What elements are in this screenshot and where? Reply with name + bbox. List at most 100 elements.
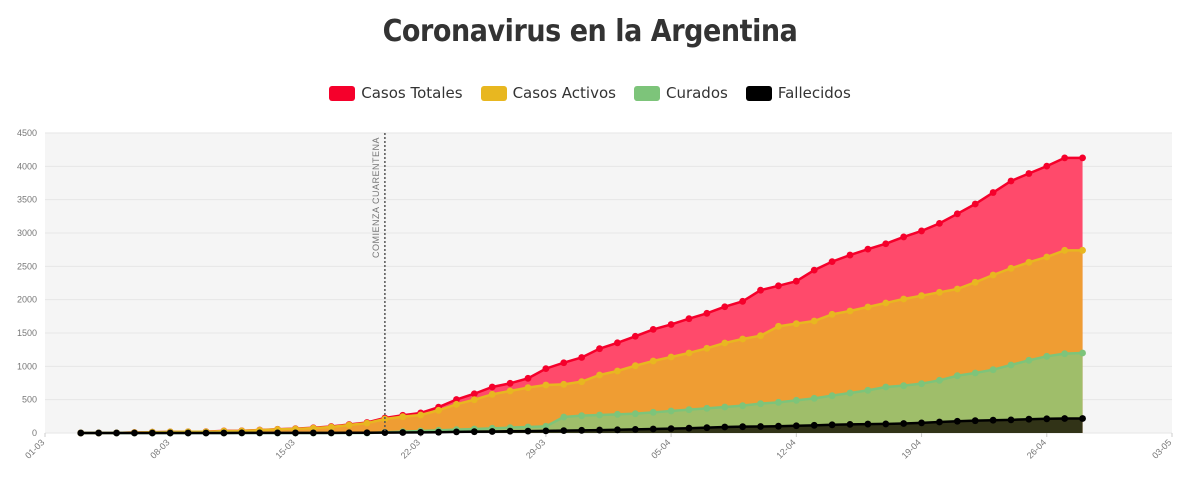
legend-swatch-fallecidos bbox=[745, 85, 772, 101]
point-fallecidos bbox=[309, 429, 317, 437]
point-curados bbox=[739, 402, 747, 410]
point-casos-activos bbox=[542, 381, 550, 389]
y-tick-label: 4500 bbox=[17, 128, 37, 138]
point-casos-activos bbox=[1061, 246, 1069, 254]
point-casos-totales bbox=[596, 345, 603, 353]
point-curados bbox=[882, 383, 890, 391]
point-casos-activos bbox=[864, 303, 872, 311]
point-casos-activos bbox=[918, 292, 925, 300]
point-fallecidos bbox=[470, 428, 478, 436]
area-casos-activos bbox=[80, 250, 1083, 433]
point-casos-totales bbox=[631, 332, 639, 340]
y-tick-label: 2000 bbox=[17, 295, 37, 305]
point-curados bbox=[810, 394, 818, 402]
legend-item-casos-activos[interactable]: Casos Activos bbox=[480, 84, 616, 102]
point-fallecidos bbox=[971, 417, 979, 425]
point-fallecidos bbox=[721, 423, 729, 431]
point-curados bbox=[1043, 352, 1051, 360]
point-casos-activos bbox=[578, 378, 586, 386]
point-fallecidos bbox=[882, 420, 890, 428]
point-casos-activos bbox=[775, 322, 782, 330]
point-casos-totales bbox=[828, 258, 836, 265]
area-fallecidos bbox=[80, 418, 1083, 433]
point-curados bbox=[953, 372, 961, 380]
point-curados bbox=[649, 408, 657, 416]
point-fallecidos bbox=[417, 429, 425, 436]
point-casos-totales bbox=[703, 309, 711, 317]
point-fallecidos bbox=[77, 429, 85, 437]
chart-legend: Casos Totales Casos Activos Curados Fall… bbox=[0, 84, 1180, 102]
point-casos-activos bbox=[309, 424, 317, 432]
x-tick-label: 29-03 bbox=[524, 437, 547, 460]
point-fallecidos bbox=[596, 426, 603, 434]
point-casos-totales bbox=[453, 396, 460, 403]
point-fallecidos bbox=[399, 429, 407, 436]
point-casos-totales bbox=[989, 189, 997, 196]
y-tick-label: 1000 bbox=[17, 361, 37, 371]
point-fallecidos bbox=[936, 418, 943, 426]
point-casos-activos bbox=[470, 396, 478, 404]
point-casos-totales bbox=[918, 227, 925, 235]
point-fallecidos bbox=[274, 429, 281, 437]
legend-label-fallecidos: Fallecidos bbox=[777, 84, 851, 102]
point-fallecidos bbox=[166, 429, 174, 437]
point-fallecidos bbox=[631, 426, 639, 433]
point-casos-activos bbox=[345, 421, 353, 429]
point-casos-activos bbox=[757, 332, 764, 340]
point-fallecidos bbox=[900, 420, 908, 427]
point-fallecidos bbox=[488, 428, 496, 435]
point-curados bbox=[560, 413, 568, 421]
point-fallecidos bbox=[757, 423, 764, 430]
point-curados bbox=[864, 386, 872, 394]
point-casos-totales bbox=[685, 315, 693, 323]
point-fallecidos bbox=[918, 419, 925, 427]
point-fallecidos bbox=[184, 429, 192, 437]
point-casos-totales bbox=[1061, 154, 1069, 162]
point-fallecidos bbox=[202, 429, 210, 437]
x-tick-label: 05-04 bbox=[649, 437, 672, 460]
point-casos-totales bbox=[667, 321, 675, 328]
point-casos-totales bbox=[936, 220, 943, 227]
point-casos-totales bbox=[721, 303, 729, 311]
point-curados bbox=[685, 406, 693, 414]
point-fallecidos bbox=[739, 423, 747, 431]
legend-item-fallecidos[interactable]: Fallecidos bbox=[745, 84, 851, 102]
point-casos-activos bbox=[828, 310, 836, 318]
y-tick-label: 3000 bbox=[17, 228, 37, 238]
point-fallecidos bbox=[1061, 415, 1069, 422]
x-tick-label: 26-04 bbox=[1025, 437, 1048, 460]
point-casos-activos bbox=[971, 278, 979, 286]
point-casos-activos bbox=[453, 400, 460, 408]
point-fallecidos bbox=[148, 429, 156, 437]
area-curados bbox=[80, 353, 1083, 433]
point-fallecidos bbox=[864, 420, 872, 428]
point-fallecidos bbox=[792, 422, 800, 430]
point-fallecidos bbox=[828, 421, 836, 429]
point-curados bbox=[1007, 361, 1015, 369]
point-curados bbox=[1061, 350, 1069, 358]
point-fallecidos bbox=[435, 428, 442, 436]
point-casos-activos bbox=[1007, 264, 1015, 272]
point-casos-totales bbox=[1007, 177, 1015, 185]
x-tick-label: 08-03 bbox=[148, 437, 171, 460]
legend-label-curados: Curados bbox=[665, 84, 728, 102]
point-casos-activos bbox=[614, 367, 621, 375]
point-curados bbox=[578, 412, 586, 420]
point-curados bbox=[971, 369, 979, 377]
point-casos-activos bbox=[417, 411, 425, 419]
point-casos-activos bbox=[900, 295, 908, 303]
point-fallecidos bbox=[560, 427, 568, 434]
chart-title: Coronavirus en la Argentina bbox=[382, 14, 798, 49]
point-curados bbox=[614, 410, 621, 418]
x-tick-label: 01-03 bbox=[23, 437, 46, 460]
point-casos-totales bbox=[1079, 154, 1086, 162]
x-tick-label: 19-04 bbox=[900, 437, 923, 460]
point-fallecidos bbox=[292, 429, 299, 437]
legend-item-casos-totales[interactable]: Casos Totales bbox=[329, 84, 463, 102]
legend-item-curados[interactable]: Curados bbox=[633, 84, 728, 102]
point-curados bbox=[757, 400, 764, 408]
legend-swatch-casos-totales bbox=[329, 85, 356, 101]
point-fallecidos bbox=[649, 425, 657, 433]
point-casos-totales bbox=[864, 245, 872, 253]
